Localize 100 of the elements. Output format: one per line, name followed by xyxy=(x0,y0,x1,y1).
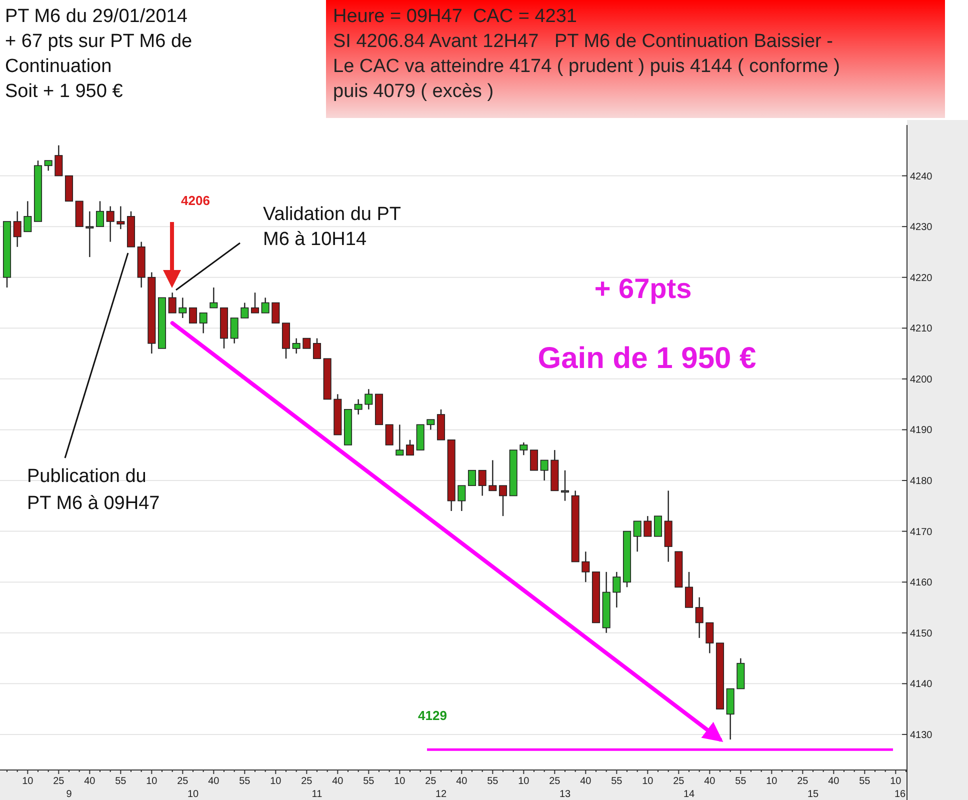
x-tick-label: 25 xyxy=(673,776,685,787)
candlestick xyxy=(695,596,704,639)
candlestick xyxy=(644,515,652,537)
candlestick xyxy=(498,484,508,517)
text: 10 xyxy=(187,789,199,800)
y-tick-label: 4160 xyxy=(910,578,933,589)
candlestick xyxy=(406,439,414,456)
candlestick xyxy=(530,450,538,471)
candlestick xyxy=(385,424,394,446)
candlestick xyxy=(292,338,300,354)
candlestick xyxy=(240,302,249,319)
candlestick xyxy=(86,210,94,258)
y-tick-label: 4130 xyxy=(910,730,933,741)
x-tick-label: 55 xyxy=(487,776,499,787)
x-tick-label: 25 xyxy=(549,776,561,787)
x-tick-label: 25 xyxy=(301,776,313,787)
annotation: Gain de 1 950 € xyxy=(538,342,757,375)
candlestick xyxy=(312,338,322,360)
x-tick-label: 10 xyxy=(394,776,406,787)
candlestick xyxy=(116,206,125,230)
candlestick xyxy=(302,338,311,349)
x-tick-label: 40 xyxy=(828,776,840,787)
candlestick xyxy=(54,144,63,176)
y-tick-label: 4230 xyxy=(910,222,933,234)
candlestick xyxy=(188,307,198,324)
y-tick-label: 4240 xyxy=(910,171,933,182)
y-tick-label: 4210 xyxy=(910,324,933,335)
y-tick-label: 4140 xyxy=(910,679,933,690)
x-tick-label: 10 xyxy=(146,776,158,787)
candlestick xyxy=(488,460,497,492)
x-tick-label: 25 xyxy=(425,776,437,787)
x-tick-label: 55 xyxy=(115,776,127,787)
x-tick-label: 40 xyxy=(704,776,716,787)
candlestick xyxy=(706,622,714,654)
annotation: + 67pts xyxy=(594,273,692,304)
candlestick xyxy=(612,571,621,608)
y-tick-label: 4220 xyxy=(910,272,933,284)
candlestick xyxy=(354,398,362,416)
candlestick xyxy=(13,210,22,248)
candlestick xyxy=(426,418,435,430)
candlestick xyxy=(520,442,528,456)
annotation: 4129 xyxy=(418,708,447,723)
x-tick-label: 55 xyxy=(363,776,375,787)
text: 14 xyxy=(683,789,695,800)
candlestick xyxy=(396,424,404,456)
candlestick xyxy=(261,297,270,314)
x-tick-label: 40 xyxy=(84,776,96,787)
text: Heure = 09H47 CAC = 4231 SI 4206.84 Avant 12H47 PT M6 de Continuation Baissier - Le CAC va atteindre 4174 ( prudent ) puis 4144 ( conforme ) puis 4079 ( excès ) xyxy=(333,6,840,102)
x-tick-label: 10 xyxy=(518,776,530,787)
candlestick xyxy=(364,388,373,410)
candlestick xyxy=(24,200,32,232)
text: 16 xyxy=(894,789,906,800)
candlestick xyxy=(478,470,486,496)
x-tick-label: 55 xyxy=(611,776,623,787)
text: 13 xyxy=(559,789,571,800)
candlestick xyxy=(582,551,590,583)
annotation: Validation du PT M6 à 10H14 xyxy=(263,204,402,250)
x-tick-label: 10 xyxy=(642,776,654,787)
text: 11 xyxy=(312,789,323,800)
candlestick xyxy=(468,470,476,486)
candlestick xyxy=(168,292,176,314)
candlestick xyxy=(230,317,238,344)
candlestick xyxy=(633,520,642,552)
candlestick xyxy=(684,571,694,608)
candlestick xyxy=(250,292,260,314)
candlestick xyxy=(540,460,548,482)
text: 9 xyxy=(66,789,72,800)
x-tick-label: 10 xyxy=(766,776,778,787)
candlestick xyxy=(178,297,187,319)
x-tick-label: 55 xyxy=(859,776,871,787)
candlestick xyxy=(210,286,218,308)
chart-title: PT M6 du 29/01/2014 xyxy=(5,6,188,27)
x-tick-label: 10 xyxy=(22,776,34,787)
x-tick-label: 10 xyxy=(890,776,902,787)
annotation: Publication du PT M6 à 09H47 xyxy=(27,466,160,514)
text: 12 xyxy=(435,789,447,800)
annotation: 4206 xyxy=(181,193,210,208)
x-tick-label: 25 xyxy=(53,776,65,787)
candlestick xyxy=(458,484,466,512)
candlestick xyxy=(560,470,570,502)
candlestick xyxy=(654,516,662,537)
candlestick xyxy=(96,200,104,228)
x-tick-label: 40 xyxy=(332,776,344,787)
x-tick-label: 40 xyxy=(456,776,468,787)
y-tick-label: 4190 xyxy=(910,425,933,436)
y-tick-label: 4200 xyxy=(910,374,933,386)
y-tick-label: 4170 xyxy=(910,526,933,538)
x-tick-label: 40 xyxy=(208,776,220,787)
x-tick-label: 40 xyxy=(580,776,592,787)
y-tick-label: 4180 xyxy=(910,476,933,488)
x-tick-label: 10 xyxy=(270,776,282,787)
x-tick-label: 55 xyxy=(239,776,251,787)
x-tick-label: 25 xyxy=(177,776,189,787)
x-tick-label: 55 xyxy=(735,776,747,787)
candlestick xyxy=(199,312,208,334)
text: 15 xyxy=(807,789,819,800)
y-tick-label: 4150 xyxy=(910,628,933,640)
candlestick xyxy=(44,160,52,172)
x-tick-label: 25 xyxy=(797,776,809,787)
candlestick xyxy=(272,302,280,324)
